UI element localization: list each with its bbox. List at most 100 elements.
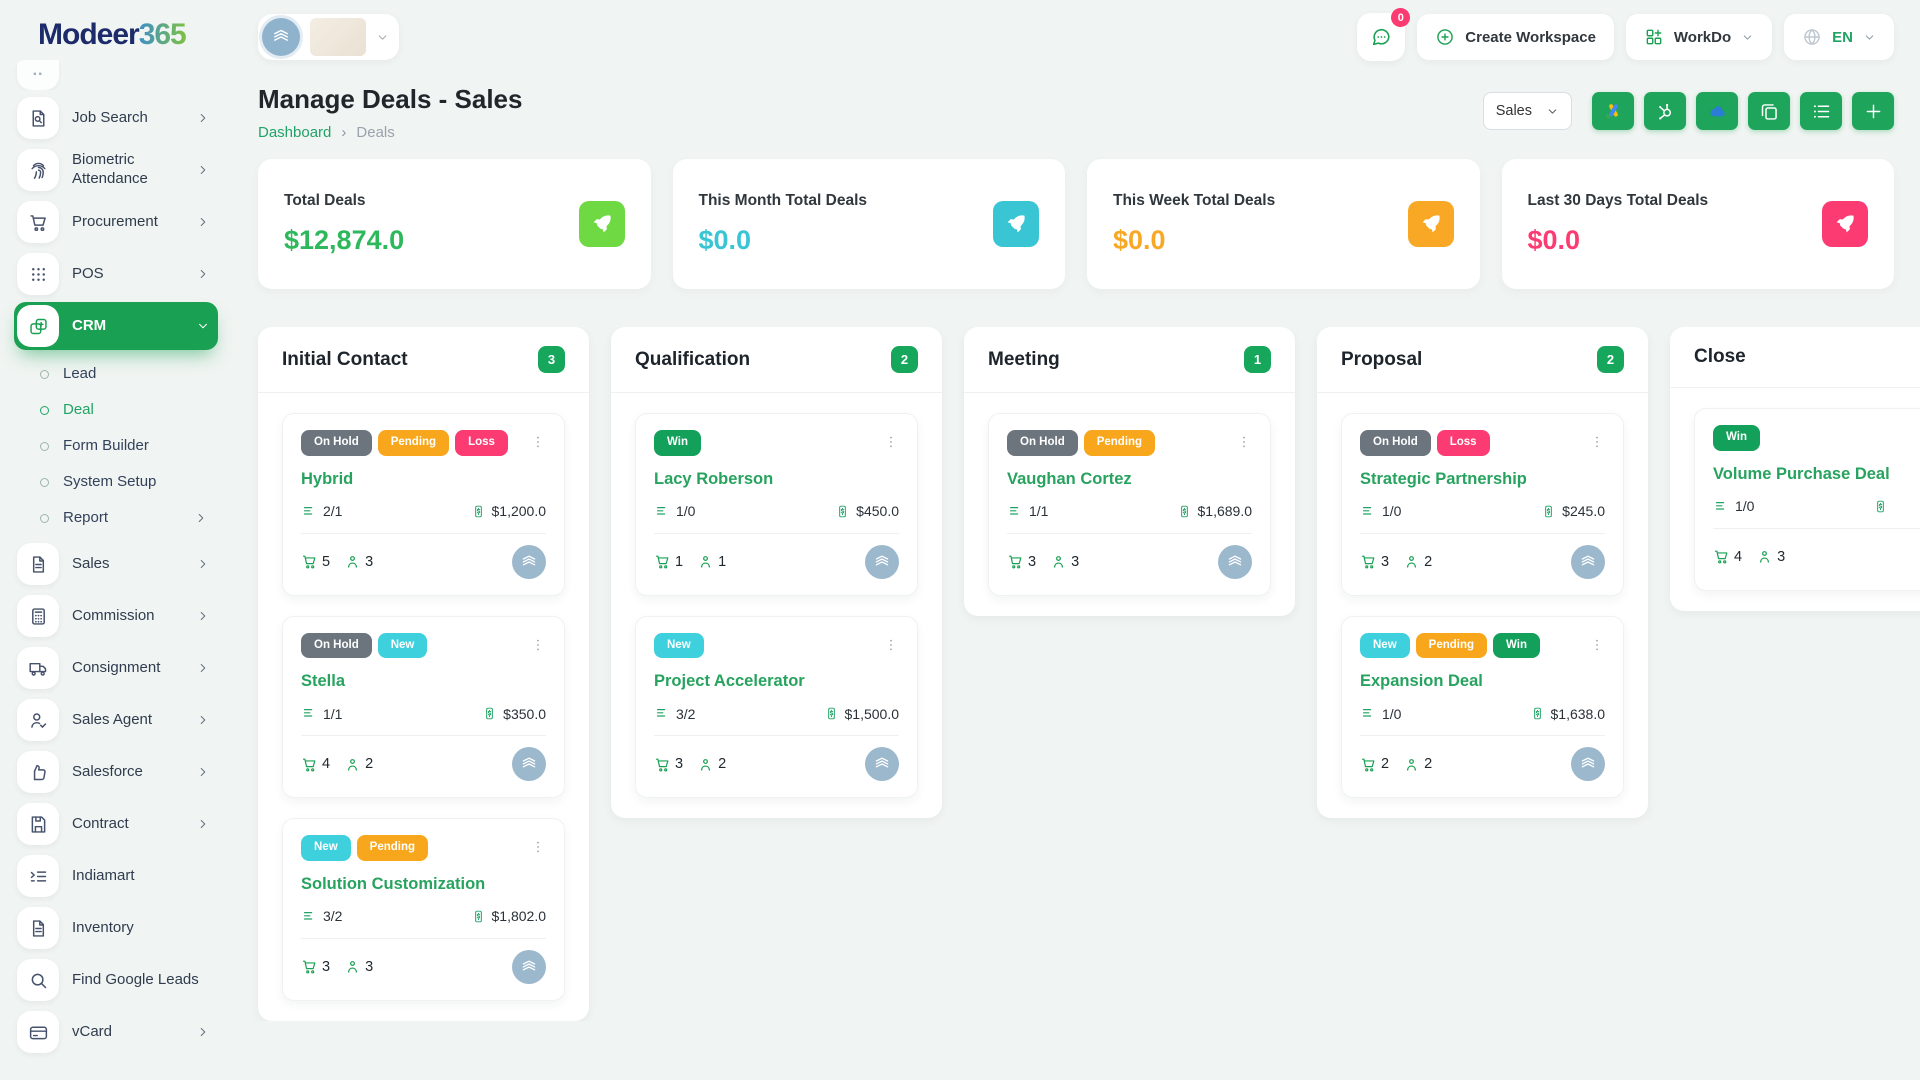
deal-avatar[interactable] <box>865 544 899 579</box>
deal-title[interactable]: Lacy Roberson <box>654 469 774 488</box>
duplicate-button[interactable] <box>1748 92 1790 130</box>
hubspot-button[interactable] <box>1644 92 1686 130</box>
deal-card-project-accelerator[interactable]: New Project Accelerator 3/2 $1,500.0 3 2 <box>635 615 918 798</box>
deal-labels-row: New Pending Win <box>1360 632 1605 658</box>
sidebar-item-crm[interactable]: CRM <box>14 302 218 350</box>
deal-meta-row: 3/2 $1,500.0 <box>654 705 899 736</box>
pipeline-select[interactable]: Sales <box>1482 92 1572 130</box>
sidebar-item-salesforce[interactable]: Salesforce <box>14 748 218 796</box>
deal-card-solution-customization[interactable]: New Pending Solution Customization 3/2 $1,80… <box>282 818 565 1001</box>
sidebar-subitem-system-setup[interactable]: System Setup <box>30 464 218 500</box>
sidebar-item-sales-agent[interactable]: Sales Agent <box>14 696 218 744</box>
deal-tasks-value: 1/0 <box>676 503 696 519</box>
sidebar-item-indiamart[interactable]: Indiamart <box>14 852 218 900</box>
deal-card-expansion-deal[interactable]: New Pending Win Expansion Deal 1/0 $1,638.0 2 2 <box>1341 615 1624 798</box>
deal-card-hybrid[interactable]: On Hold Pending Loss Hybrid 2/1 $1,200.0 5 3 <box>282 413 565 596</box>
deal-title[interactable]: Stella <box>301 672 346 690</box>
deal-products: 3 <box>654 756 683 773</box>
deal-users: 1 <box>697 553 726 570</box>
deal-products-count: 1 <box>675 553 684 570</box>
sidebar-subitem-form-builder[interactable]: Form Builder <box>30 428 218 464</box>
deal-avatar[interactable] <box>512 949 546 984</box>
workdo-menu-button[interactable]: WorkDo <box>1625 14 1773 60</box>
deal-title[interactable]: Volume Purchase Deal <box>1713 464 1890 483</box>
deal-title[interactable]: Vaughan Cortez <box>1007 469 1132 488</box>
crm-icon <box>28 316 49 337</box>
column-count-badge: 1 <box>1244 346 1271 373</box>
sidebar-item-consignment[interactable]: Consignment <box>14 644 218 692</box>
deal-card-volume-purchase-deal[interactable]: Win Volume Purchase Deal 1/0 4 3 <box>1694 408 1920 591</box>
language-selector[interactable]: EN <box>1784 14 1894 60</box>
sidebar-item-clipped[interactable]: ·· <box>14 60 218 90</box>
deal-title[interactable]: Strategic Partnership <box>1360 469 1527 488</box>
kebab-menu-icon[interactable] <box>1236 434 1252 450</box>
kebab-menu-icon[interactable] <box>530 839 546 855</box>
workspace-logo-image <box>310 18 366 56</box>
deal-title[interactable]: Project Accelerator <box>654 672 805 690</box>
deal-avatar[interactable] <box>1571 747 1605 781</box>
deal-card-stella[interactable]: On Hold New Stella 1/1 $350.0 4 2 <box>282 615 565 798</box>
save-icon-box <box>17 803 59 845</box>
deal-price: $1,689.0 <box>1176 503 1252 520</box>
sidebar-item-label: Find Google Leads <box>72 970 199 988</box>
sidebar-item-label: CRM <box>72 316 107 334</box>
deal-tasks-value: 1/0 <box>1735 498 1755 514</box>
deal-products-count: 4 <box>1734 548 1743 565</box>
sidebar-item-commission[interactable]: Commission <box>14 592 218 640</box>
crm-icon-box <box>17 305 59 347</box>
deal-products-count: 2 <box>1381 756 1390 772</box>
sidebar-item-pos[interactable]: POS <box>14 250 218 298</box>
kanban-board: Initial Contact 3 On Hold Pending Loss Hybrid… <box>232 327 1920 1021</box>
sidebar-subitem-deal[interactable]: Deal <box>30 392 218 428</box>
deal-avatar[interactable] <box>512 747 546 781</box>
onedrive-button[interactable] <box>1696 92 1738 130</box>
deal-avatar[interactable] <box>1218 544 1252 579</box>
kebab-menu-icon[interactable] <box>883 637 899 653</box>
sidebar-item-label: Commission <box>72 606 155 624</box>
sidebar-subitem-report[interactable]: Report <box>30 500 218 536</box>
kebab-menu-icon[interactable] <box>1589 637 1605 653</box>
deal-title[interactable]: Solution Customization <box>301 874 486 893</box>
page-header: Manage Deals - Sales Dashboard › Deals S… <box>232 64 1920 141</box>
deal-card-vaughan-cortez[interactable]: On Hold Pending Vaughan Cortez 1/1 $1,689.0 3… <box>988 413 1271 596</box>
sidebar-item-contract[interactable]: Contract <box>14 800 218 848</box>
create-workspace-button[interactable]: Create Workspace <box>1417 14 1614 60</box>
sidebar-subitem-lead[interactable]: Lead <box>30 356 218 392</box>
breadcrumb-current: Deals <box>356 124 395 141</box>
deal-users-count: 3 <box>1071 553 1080 570</box>
kebab-menu-icon[interactable] <box>530 434 546 450</box>
sidebar-item-find-google-leads[interactable]: Find Google Leads <box>14 956 218 1004</box>
deal-avatar[interactable] <box>865 747 899 781</box>
deal-meta-row: 1/1 $1,689.0 <box>1007 503 1252 534</box>
sidebar-item-biometric-attendance[interactable]: Biometric Attendance <box>14 146 218 194</box>
list-button[interactable] <box>1800 92 1842 130</box>
column-body: Win Lacy Roberson 1/0 $450.0 1 1 New Project Ac… <box>611 393 942 818</box>
deal-title[interactable]: Hybrid <box>301 469 354 488</box>
sidebar-item-procurement[interactable]: Procurement <box>14 198 218 246</box>
workspace-selector[interactable] <box>258 14 399 60</box>
kebab-menu-icon[interactable] <box>883 434 899 450</box>
deal-users-count: 3 <box>1777 548 1786 565</box>
deal-meta-row: 1/1 $350.0 <box>301 705 546 736</box>
deal-card-lacy-roberson[interactable]: Win Lacy Roberson 1/0 $450.0 1 1 <box>635 413 918 596</box>
deal-products: 4 <box>1713 548 1742 565</box>
breadcrumb-dashboard-link[interactable]: Dashboard <box>258 124 332 141</box>
kebab-menu-icon[interactable] <box>530 637 546 653</box>
deal-title[interactable]: Expansion Deal <box>1360 672 1483 690</box>
app-logo[interactable]: Modeer365 <box>0 12 232 62</box>
deal-card-strategic-partnership[interactable]: On Hold Loss Strategic Partnership 1/0 $245.… <box>1341 413 1624 596</box>
kebab-menu-icon[interactable] <box>1589 434 1605 450</box>
sidebar-subitem-label: Deal <box>63 401 94 418</box>
plus-button[interactable] <box>1852 92 1894 130</box>
deal-avatar[interactable] <box>512 544 546 579</box>
bullet-icon <box>40 513 49 523</box>
sidebar-item-sales[interactable]: Sales <box>14 540 218 588</box>
sidebar-item-job-search[interactable]: Job Search <box>14 94 218 142</box>
google-ads-button[interactable] <box>1592 92 1634 130</box>
sidebar-item-vcard[interactable]: vCard <box>14 1008 218 1056</box>
sidebar-item-inventory[interactable]: Inventory <box>14 904 218 952</box>
messages-button[interactable]: 0 <box>1357 8 1411 61</box>
deal-avatar[interactable] <box>1571 544 1605 579</box>
deal-products: 4 <box>301 756 330 773</box>
